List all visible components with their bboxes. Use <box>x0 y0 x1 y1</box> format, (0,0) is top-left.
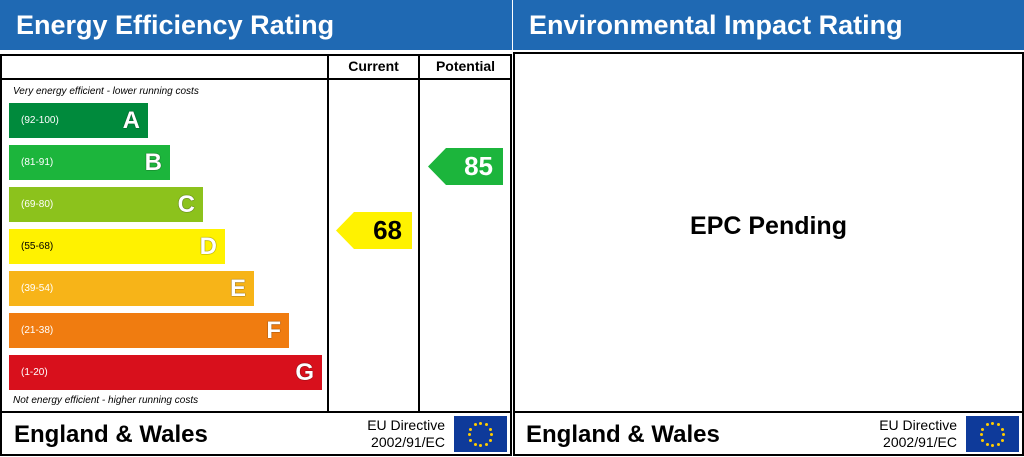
environmental-footer-region: England & Wales <box>526 421 720 448</box>
band-letter: F <box>266 317 281 344</box>
band-range: (55-68) <box>21 241 54 252</box>
band-d: (55-68) D <box>9 229 225 264</box>
current-rating-arrow: 68 <box>336 212 412 249</box>
top-note: Very energy efficient - lower running co… <box>13 86 199 97</box>
band-e: (39-54) E <box>9 271 254 306</box>
energy-header: Energy Efficiency Rating <box>0 0 512 50</box>
band-range: (92-100) <box>21 115 59 126</box>
band-letter: A <box>122 107 140 134</box>
bottom-note: Not energy efficient - higher running co… <box>13 395 199 406</box>
band-range: (21-38) <box>21 325 54 336</box>
band-letter: B <box>144 149 162 176</box>
band-f: (21-38) F <box>9 313 289 348</box>
energy-footer-region: England & Wales <box>14 421 208 448</box>
band-b: (81-91) B <box>9 145 170 180</box>
eu-flag-icon <box>454 416 507 452</box>
energy-eu-directive: EU Directive 2002/91/EC <box>367 417 445 450</box>
potential-column-header: Potential <box>435 58 496 74</box>
epc-pending-status: EPC Pending <box>690 212 847 240</box>
band-range: (69-80) <box>21 199 54 210</box>
current-column-header: Current <box>348 58 399 74</box>
environmental-header: Environmental Impact Rating <box>513 0 1024 50</box>
band-range: (81-91) <box>21 157 54 168</box>
eu-flag-icon <box>966 416 1019 452</box>
band-letter: G <box>295 359 314 386</box>
band-c: (69-80) C <box>9 187 203 222</box>
band-a: (92-100) A <box>9 103 148 138</box>
band-range: (39-54) <box>21 283 54 294</box>
band-letter: E <box>229 275 246 302</box>
environmental-chart <box>513 52 1024 456</box>
energy-chart <box>0 54 512 456</box>
band-g: (1-20) G <box>9 355 322 390</box>
band-letter: D <box>199 233 217 260</box>
potential-rating-arrow: 85 <box>428 148 503 185</box>
band-range: (1-20) <box>21 367 48 378</box>
band-letter: C <box>177 191 195 218</box>
environmental-eu-directive: EU Directive 2002/91/EC <box>879 417 957 450</box>
